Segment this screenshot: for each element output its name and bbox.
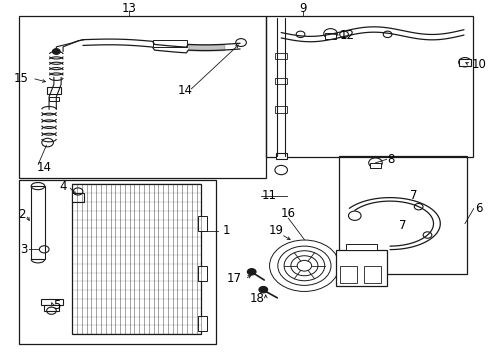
Text: 17: 17 <box>226 273 242 285</box>
Text: 9: 9 <box>299 2 307 15</box>
Text: 14: 14 <box>37 161 52 174</box>
Bar <box>198 316 207 331</box>
Bar <box>19 16 266 178</box>
Bar <box>325 33 336 39</box>
Bar <box>369 163 381 168</box>
Bar <box>49 97 59 102</box>
Text: 15: 15 <box>14 72 29 85</box>
Bar <box>44 305 59 311</box>
Text: 19: 19 <box>269 224 284 237</box>
Text: 7: 7 <box>410 189 417 202</box>
Bar <box>345 244 377 251</box>
Bar <box>198 216 207 231</box>
Text: 16: 16 <box>281 207 296 220</box>
Bar <box>275 53 288 59</box>
Bar <box>47 87 61 94</box>
Text: 12: 12 <box>339 28 354 41</box>
Bar <box>19 180 217 343</box>
Text: 18: 18 <box>249 292 264 305</box>
Bar <box>276 153 287 159</box>
Text: 7: 7 <box>399 219 407 232</box>
Text: 1: 1 <box>222 224 230 237</box>
Text: 10: 10 <box>472 58 487 71</box>
Bar <box>459 59 471 67</box>
Text: 6: 6 <box>475 202 482 215</box>
Bar <box>364 266 381 283</box>
Text: 13: 13 <box>122 2 136 15</box>
Text: 2: 2 <box>18 208 26 221</box>
Bar <box>266 16 473 157</box>
Text: 4: 4 <box>60 180 67 193</box>
Circle shape <box>259 287 268 293</box>
Bar <box>41 299 63 305</box>
Text: 5: 5 <box>53 299 60 312</box>
Text: 11: 11 <box>262 189 277 202</box>
Bar <box>340 266 357 283</box>
Circle shape <box>52 49 60 54</box>
Bar <box>275 78 288 84</box>
Bar <box>336 251 387 286</box>
Bar <box>339 156 467 274</box>
Bar <box>153 40 187 47</box>
Bar <box>198 266 207 281</box>
Bar <box>72 184 201 334</box>
Text: 3: 3 <box>21 243 28 256</box>
Bar <box>31 186 45 259</box>
Text: 8: 8 <box>388 153 395 166</box>
Circle shape <box>247 269 256 275</box>
Text: 14: 14 <box>177 84 192 97</box>
Bar <box>72 193 84 202</box>
Bar <box>275 107 288 113</box>
